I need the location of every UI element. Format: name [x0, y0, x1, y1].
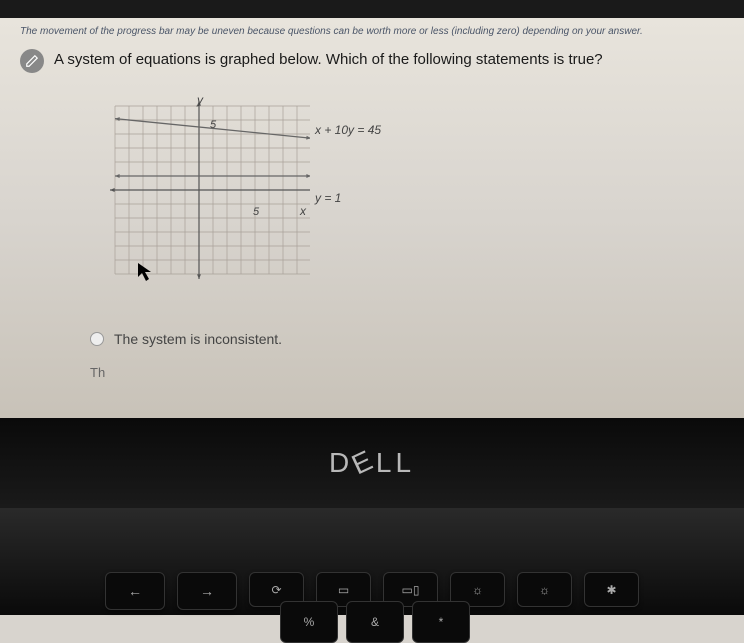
- equation-2-label: y = 1: [315, 191, 341, 205]
- key-asterisk[interactable]: *: [412, 601, 470, 643]
- keyboard-area: ← → ⟳ ▭ ▭▯ ☼ ☼ ✱ % & *: [0, 508, 744, 615]
- dell-logo: DELL: [329, 447, 415, 479]
- graph-container: x + 10y = 45 y = 1 y x 5 5: [90, 91, 430, 311]
- key-amp[interactable]: &: [346, 601, 404, 643]
- equation-1-label: x + 10y = 45: [315, 123, 381, 137]
- radio-button[interactable]: [90, 332, 104, 346]
- question-row: A system of equations is graphed below. …: [20, 49, 724, 73]
- key-forward[interactable]: →: [177, 572, 237, 610]
- cutoff-text: Th: [90, 365, 724, 380]
- top-bar: [0, 0, 744, 18]
- question-text: A system of equations is graphed below. …: [54, 49, 603, 68]
- graph-svg: [90, 91, 310, 291]
- num-row: % & *: [280, 601, 470, 643]
- progress-disclaimer: The movement of the progress bar may be …: [20, 26, 724, 37]
- key-star[interactable]: ✱: [584, 572, 639, 607]
- key-percent[interactable]: %: [280, 601, 338, 643]
- y-tick-5: 5: [210, 119, 216, 131]
- x-tick-5: 5: [253, 206, 259, 218]
- answer-text-1: The system is inconsistent.: [114, 331, 282, 347]
- key-brightness-up[interactable]: ☼: [517, 572, 572, 607]
- key-back[interactable]: ←: [105, 572, 165, 610]
- quiz-content: The movement of the progress bar may be …: [0, 18, 744, 418]
- laptop-bezel: DELL: [0, 418, 744, 508]
- answer-option-1[interactable]: The system is inconsistent.: [90, 331, 724, 347]
- x-axis-label: x: [300, 204, 306, 218]
- pencil-icon[interactable]: [20, 49, 44, 73]
- y-axis-label: y: [197, 93, 203, 107]
